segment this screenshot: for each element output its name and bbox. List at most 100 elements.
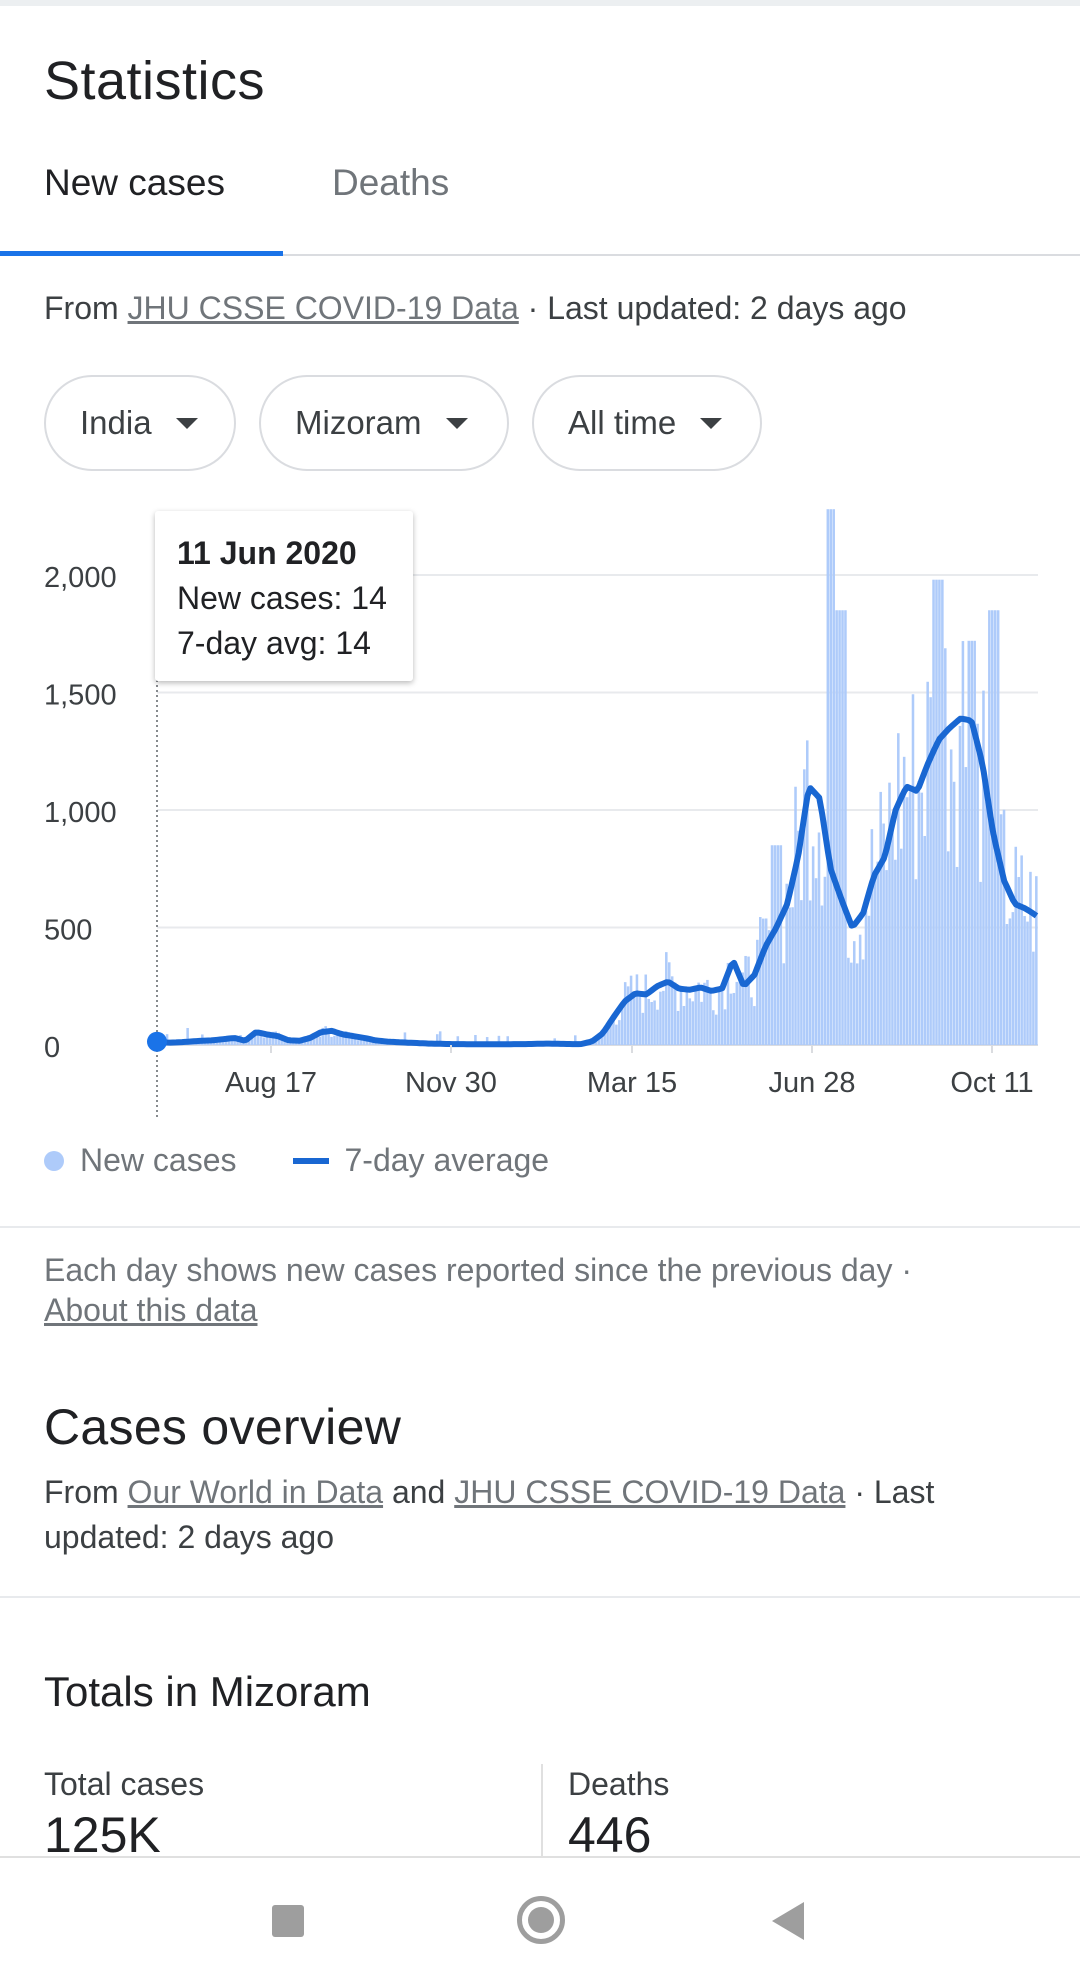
system-nav-bar xyxy=(0,1856,1080,1984)
about-data-link[interactable]: About this data xyxy=(44,1292,257,1328)
bar-new-cases xyxy=(686,989,689,1045)
bar-new-cases xyxy=(871,829,874,1045)
overview-from: From xyxy=(44,1474,128,1510)
bar-new-cases xyxy=(841,610,844,1045)
bar-new-cases xyxy=(788,907,791,1045)
page-title: Statistics xyxy=(44,50,265,112)
bar-new-cases xyxy=(865,911,868,1045)
bar-new-cases xyxy=(824,877,827,1045)
bar-new-cases xyxy=(1020,855,1023,1045)
bar-new-cases xyxy=(985,802,988,1045)
bar-new-cases xyxy=(885,870,888,1045)
bar-new-cases xyxy=(818,832,821,1045)
bar-new-cases xyxy=(850,963,853,1045)
bar-new-cases xyxy=(1015,847,1018,1045)
chevron-down-icon xyxy=(700,418,722,429)
section-divider xyxy=(0,1226,1080,1228)
bar-new-cases xyxy=(715,1015,718,1045)
bar-new-cases xyxy=(319,1037,322,1045)
total-cases-label: Total cases xyxy=(44,1766,204,1803)
chart-legend: New cases 7-day average xyxy=(44,1142,549,1179)
bar-new-cases xyxy=(953,782,956,1045)
bar-new-cases xyxy=(832,509,835,1045)
bar-new-cases xyxy=(874,876,877,1045)
bar-new-cases xyxy=(756,940,759,1045)
region-dropdown[interactable]: Mizoram xyxy=(259,375,509,471)
bar-new-cases xyxy=(636,974,639,1045)
legend-new-cases-dot xyxy=(44,1151,64,1171)
top-border xyxy=(0,0,1080,6)
bar-new-cases xyxy=(1026,922,1029,1045)
jhu-link-2[interactable]: JHU CSSE COVID-19 Data xyxy=(454,1474,845,1510)
home-button[interactable] xyxy=(517,1896,565,1944)
bar-new-cases xyxy=(653,1000,656,1045)
tab-deaths[interactable]: Deaths xyxy=(332,162,449,204)
bar-new-cases xyxy=(968,641,971,1045)
region-dropdown-label: Mizoram xyxy=(295,404,422,442)
bar-new-cases xyxy=(906,797,909,1045)
bar-new-cases xyxy=(780,845,783,1045)
bar-new-cases xyxy=(921,793,924,1045)
bar-new-cases xyxy=(762,919,765,1045)
legend-avg: 7-day average xyxy=(345,1142,550,1179)
bar-new-cases xyxy=(997,610,1000,1045)
bar-new-cases xyxy=(923,836,926,1045)
jhu-data-link[interactable]: JHU CSSE COVID-19 Data xyxy=(128,290,519,326)
bar-new-cases xyxy=(677,1011,680,1045)
owid-link[interactable]: Our World in Data xyxy=(128,1474,384,1510)
country-dropdown-label: India xyxy=(80,404,152,442)
bar-new-cases xyxy=(718,988,721,1045)
chevron-down-icon xyxy=(446,418,468,429)
bar-new-cases xyxy=(744,956,747,1045)
bar-new-cases xyxy=(959,726,962,1045)
bar-new-cases xyxy=(730,994,733,1045)
legend-avg-line xyxy=(293,1158,329,1164)
bar-new-cases xyxy=(330,1037,333,1045)
bar-new-cases xyxy=(926,682,929,1045)
bar-new-cases xyxy=(333,1036,336,1045)
tooltip-new-cases: New cases: 14 xyxy=(177,576,413,621)
bar-new-cases xyxy=(976,724,979,1045)
bar-new-cases xyxy=(624,982,627,1045)
bar-new-cases xyxy=(879,792,882,1045)
bar-new-cases xyxy=(941,580,944,1045)
bar-new-cases xyxy=(750,997,753,1045)
bar-new-cases xyxy=(783,963,786,1045)
bar-new-cases xyxy=(794,787,797,1045)
bar-new-cases xyxy=(263,1037,266,1045)
stat-separator xyxy=(541,1764,543,1856)
time-range-dropdown[interactable]: All time xyxy=(532,375,762,471)
bar-new-cases xyxy=(962,641,965,1045)
bar-new-cases xyxy=(363,1041,366,1045)
bar-new-cases xyxy=(774,845,777,1045)
bar-new-cases xyxy=(680,989,683,1045)
bar-new-cases xyxy=(932,580,935,1045)
bar-new-cases xyxy=(979,882,982,1045)
bar-new-cases xyxy=(697,983,700,1045)
tooltip-avg: 7-day avg: 14 xyxy=(177,621,413,666)
bar-new-cases xyxy=(909,791,912,1045)
bar-new-cases xyxy=(894,860,897,1045)
overview-and: and xyxy=(383,1474,454,1510)
bar-new-cases xyxy=(1000,814,1003,1045)
bar-new-cases xyxy=(733,993,736,1045)
x-tick-label: Aug 17 xyxy=(225,1067,317,1099)
bar-new-cases xyxy=(1009,918,1012,1045)
bar-new-cases xyxy=(618,1020,621,1045)
bar-new-cases xyxy=(644,975,647,1045)
bar-new-cases xyxy=(360,1040,363,1045)
bar-new-cases xyxy=(753,1006,756,1045)
tab-new-cases[interactable]: New cases xyxy=(44,162,225,204)
bar-new-cases xyxy=(982,691,985,1045)
data-source-line: From JHU CSSE COVID-19 Data · Last updat… xyxy=(44,290,907,327)
recents-button[interactable] xyxy=(272,1905,304,1937)
bar-new-cases xyxy=(1006,924,1009,1045)
bar-new-cases xyxy=(747,957,750,1045)
bar-new-cases xyxy=(630,976,633,1045)
country-dropdown[interactable]: India xyxy=(44,375,236,471)
back-button[interactable] xyxy=(772,1902,804,1940)
bar-new-cases xyxy=(809,900,812,1045)
bar-new-cases xyxy=(1023,916,1026,1045)
bar-new-cases xyxy=(835,610,838,1045)
bar-new-cases xyxy=(354,1039,357,1045)
